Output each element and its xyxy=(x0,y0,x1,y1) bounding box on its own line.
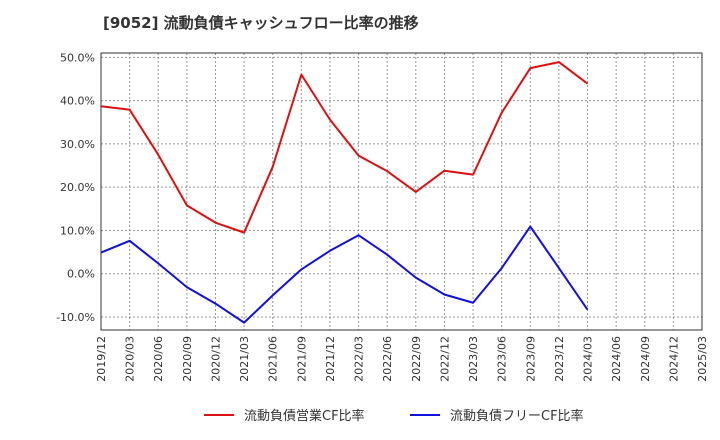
x-tick-label: 2021/06 xyxy=(267,336,280,382)
x-tick-label: 2022/03 xyxy=(353,336,366,382)
legend-item-2: 流動負債フリーCF比率 xyxy=(410,408,584,424)
y-tick-label: 30.0% xyxy=(60,138,95,151)
x-axis-ticks: 2019/12 2020/03 2020/06 2020/09 2020/12 2021/… xyxy=(95,336,709,382)
x-tick-label: 2020/06 xyxy=(152,336,165,382)
series-lines xyxy=(100,61,589,324)
x-tick-label: 2020/12 xyxy=(209,336,222,382)
y-tick-label: -10.0% xyxy=(56,311,95,324)
y-tick-label: 10.0% xyxy=(60,224,95,237)
x-tick-label: 2022/12 xyxy=(438,336,451,382)
x-tick-label: 2025/03 xyxy=(696,336,709,382)
series-line-2 xyxy=(100,225,589,324)
plot-frame xyxy=(100,52,703,331)
legend: 流動負債営業CF比率 流動負債フリーCF比率 xyxy=(204,408,584,424)
x-tick-label: 2023/12 xyxy=(553,336,566,382)
y-tick-label: 20.0% xyxy=(60,181,95,194)
y-tick-label: 40.0% xyxy=(60,95,95,108)
chart-title: [9052] 流動負債キャッシュフロー比率の推移 xyxy=(103,14,419,32)
x-tick-label: 2019/12 xyxy=(95,336,108,382)
x-tick-label: 2024/09 xyxy=(639,336,652,382)
grid xyxy=(101,53,702,330)
legend-label: 流動負債営業CF比率 xyxy=(244,408,365,424)
x-tick-label: 2021/03 xyxy=(238,336,251,382)
y-axis-ticks: -10.0% 0.0% 10.0% 20.0% 30.0% 40.0% 50.0% xyxy=(56,51,95,324)
x-tick-label: 2023/03 xyxy=(467,336,480,382)
legend-label: 流動負債フリーCF比率 xyxy=(450,408,584,424)
x-tick-label: 2024/03 xyxy=(582,336,595,382)
legend-item-1: 流動負債営業CF比率 xyxy=(204,408,365,424)
x-tick-label: 2023/09 xyxy=(524,336,537,382)
x-tick-label: 2022/09 xyxy=(410,336,423,382)
y-tick-label: 0.0% xyxy=(67,268,95,281)
x-tick-label: 2021/09 xyxy=(295,336,308,382)
x-tick-label: 2024/12 xyxy=(667,336,680,382)
x-tick-label: 2023/06 xyxy=(496,336,509,382)
x-tick-label: 2021/12 xyxy=(324,336,337,382)
x-tick-label: 2022/06 xyxy=(381,336,394,382)
x-tick-label: 2020/03 xyxy=(124,336,137,382)
x-tick-label: 2024/06 xyxy=(610,336,623,382)
series-line-1 xyxy=(100,61,589,234)
x-tick-label: 2020/09 xyxy=(181,336,194,382)
y-tick-label: 50.0% xyxy=(60,51,95,64)
